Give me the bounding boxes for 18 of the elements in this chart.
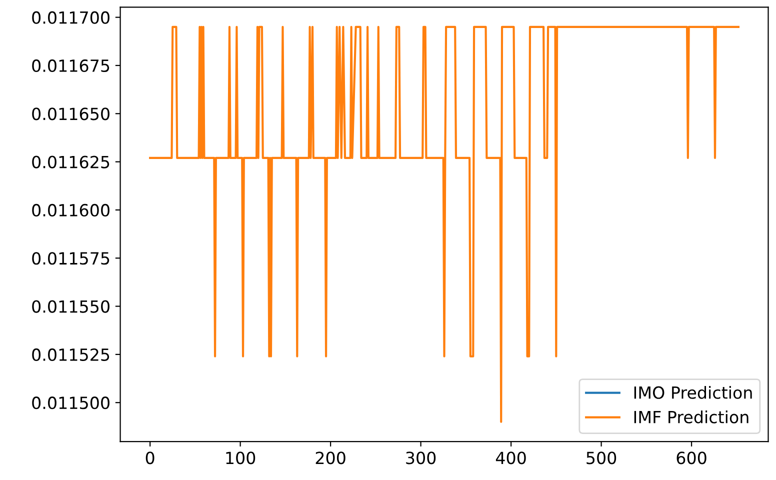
y-tick-label: 0.011700	[32, 11, 110, 24]
y-tick-label: 0.011500	[32, 396, 110, 410]
x-tick-label: 0	[146, 452, 154, 464]
x-tick-label: 100	[226, 452, 256, 464]
y-tick-label: 0.011525	[32, 348, 110, 361]
x-tick-label: 500	[586, 452, 616, 464]
y-tick-label: 0.011575	[32, 252, 110, 265]
x-tick-label: 200	[316, 452, 346, 464]
y-tick-label: 0.011600	[32, 204, 110, 217]
y-tick-label: 0.011550	[32, 300, 110, 313]
y-tick-label: 0.011625	[32, 156, 110, 168]
x-tick-label: 300	[406, 452, 436, 464]
y-tick-label: 0.011675	[32, 59, 110, 72]
x-tick-label: 400	[496, 452, 526, 464]
legend-label: IMO Prediction	[634, 386, 752, 399]
legend-label: IMF Prediction	[634, 410, 748, 424]
x-tick-label: 600	[676, 452, 706, 464]
y-tick-label: 0.011650	[32, 108, 110, 120]
